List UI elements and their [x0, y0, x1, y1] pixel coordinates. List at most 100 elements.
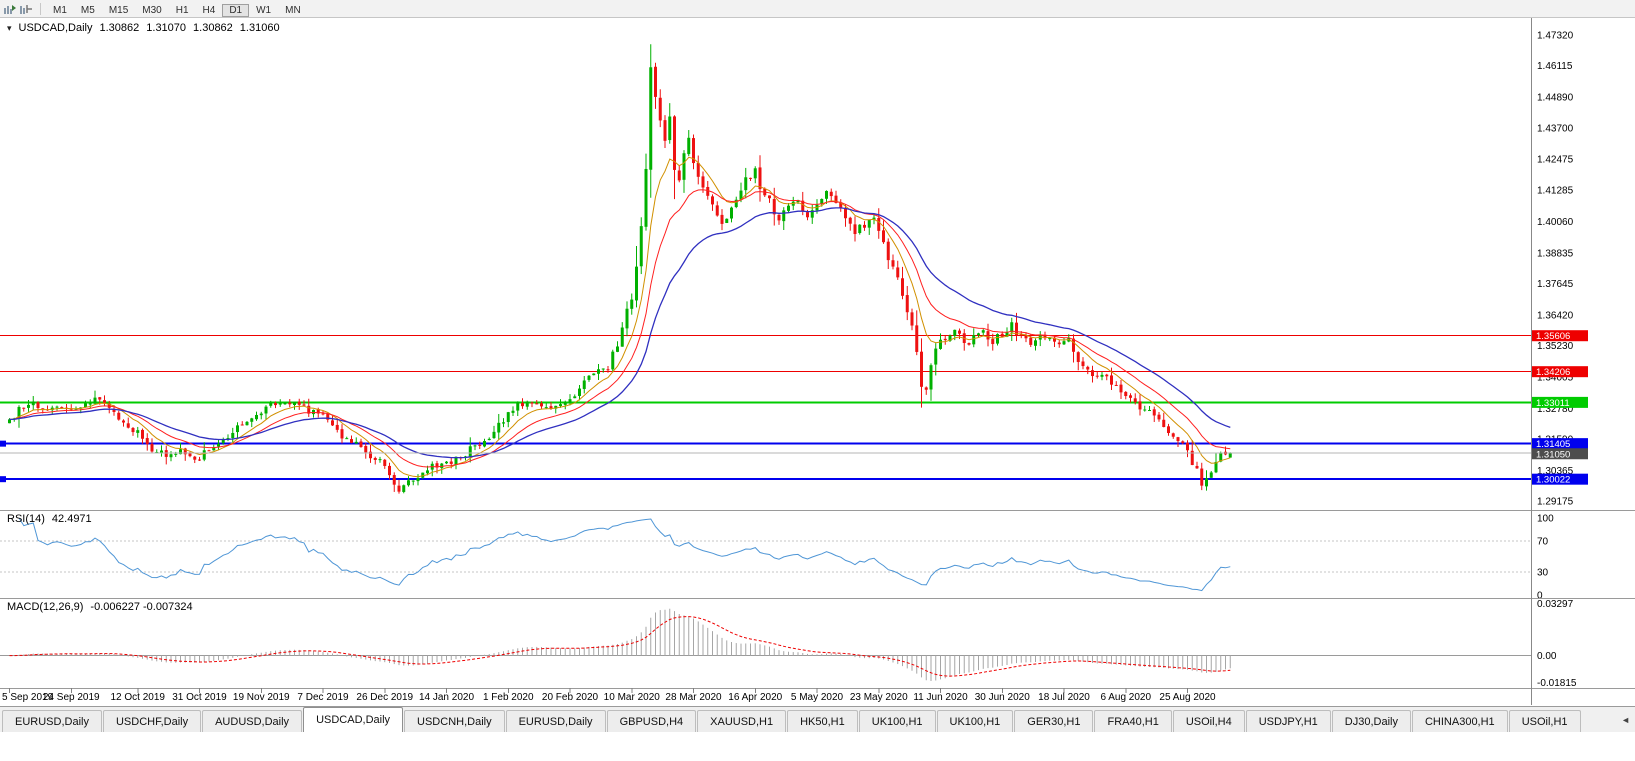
macd-histogram	[13, 608, 1231, 682]
chart-tab-0-eurusd-daily[interactable]: EURUSD,Daily	[2, 710, 102, 732]
chart-tab-14-usdjpy-h1[interactable]: USDJPY,H1	[1245, 710, 1331, 732]
ma-8-line	[9, 156, 1231, 478]
chart-tab-6-gbpusd-h4[interactable]: GBPUSD,H4	[606, 710, 697, 732]
price-level-label: 1.30022	[1536, 475, 1570, 486]
date-label: 24 Sep 2019	[43, 692, 100, 703]
price-tick-label: 1.42475	[1537, 155, 1574, 166]
macd-axis[interactable]: 0.03297 0.00 -0.01815	[1537, 599, 1577, 689]
rsi-axis-label: 0	[1537, 591, 1543, 602]
rsi-axis-label: 30	[1537, 567, 1549, 578]
chart-shift-icon[interactable]	[19, 2, 33, 16]
timeframe-button-h4[interactable]: H4	[202, 4, 216, 16]
timeframe-button-d1[interactable]: D1	[222, 3, 250, 17]
timeframe-button-m15[interactable]: M15	[108, 4, 129, 16]
macd-axis-label: 0.03297	[1537, 599, 1574, 610]
chart-tabs: EURUSD,Daily USDCHF,Daily AUDUSD,Daily USDC…	[2, 706, 1582, 732]
hline-anchor[interactable]	[0, 440, 6, 447]
chart-tab-11-ger30-h1[interactable]: GER30,H1	[1014, 710, 1094, 732]
date-label: 11 Jun 2020	[913, 692, 968, 703]
date-label: 5 Sep 2019	[2, 692, 54, 703]
price-level-label-bg	[1532, 448, 1588, 460]
date-label: 12 Oct 2019	[111, 692, 166, 703]
ma-16-line	[9, 189, 1231, 468]
price-axis[interactable]: 1.47320 1.46115 1.44890 1.43700 1.42475 1.412…	[1532, 30, 1588, 507]
date-label: 25 Aug 2020	[1159, 692, 1216, 703]
price-tick-label: 1.35230	[1537, 341, 1574, 352]
price-level-label: 1.35606	[1536, 331, 1570, 342]
chart-tab-1-usdchf-daily[interactable]: USDCHF,Daily	[102, 710, 202, 732]
hline-anchor[interactable]	[0, 476, 6, 483]
rsi-axis[interactable]: 100 70 30 0	[1537, 514, 1554, 602]
timeframe-button-m30[interactable]: M30	[142, 4, 162, 16]
chart-tab-3-usdcad-daily[interactable]: USDCAD,Daily	[303, 707, 404, 732]
price-level-label-bg	[1532, 473, 1588, 485]
price-tick-label: 1.30365	[1537, 466, 1574, 477]
chart-tab-9-uk100-h1[interactable]: UK100,H1	[858, 710, 936, 732]
timeframe-buttons: M1 M5 M15 M30 H1 H4 D1 W1 MN	[46, 0, 308, 18]
macd-indicator-name: MACD(12,26,9)	[7, 601, 84, 613]
chart-tab-bar: EURUSD,Daily USDCHF,Daily AUDUSD,Daily USDC…	[0, 706, 1635, 732]
chart-tab-4-usdcnh-daily[interactable]: USDCNH,Daily	[404, 710, 505, 732]
macd-signal-line	[9, 616, 1231, 677]
one-click-trading-icon[interactable]: ▾	[7, 23, 12, 33]
price-level-label: 1.31405	[1536, 439, 1570, 450]
price-level-label-bg	[1532, 396, 1588, 408]
chart-tab-17-usoil-h1[interactable]: USOil,H1	[1508, 710, 1581, 732]
date-label: 5 May 2020	[791, 692, 844, 703]
chart-tab-7-xauusd-h1[interactable]: XAUUSD,H1	[697, 710, 787, 732]
chart-tab-15-dj30-daily[interactable]: DJ30,Daily	[1331, 710, 1411, 732]
date-label: 31 Oct 2019	[172, 692, 227, 703]
price-level-label-bg	[1532, 366, 1588, 378]
chart-tab-13-usoil-h4[interactable]: USOil,H4	[1172, 710, 1245, 732]
ohlc-high: 1.31070	[146, 22, 187, 34]
timeframe-button-m1[interactable]: M1	[53, 4, 67, 16]
price-tick-label: 1.44890	[1537, 93, 1574, 104]
price-tick-label: 1.40060	[1537, 217, 1574, 228]
ohlc-low: 1.30862	[193, 22, 233, 34]
chart-tab-8-hk50-h1[interactable]: HK50,H1	[787, 710, 858, 732]
rsi-axis-label: 70	[1537, 537, 1549, 548]
symbol-period-label: USDCAD,Daily	[18, 22, 93, 34]
rsi-title: RSI(14) 42.4971	[7, 513, 99, 525]
date-label: 16 Apr 2020	[728, 692, 782, 703]
date-label: 7 Dec 2019	[297, 692, 349, 703]
candles-layer	[8, 44, 1232, 494]
price-tick-label: 1.32780	[1537, 404, 1574, 415]
macd-title: MACD(12,26,9) -0.006227 -0.007324	[7, 601, 200, 613]
ohlc-open: 1.30862	[99, 22, 140, 34]
date-label: 20 Feb 2020	[542, 692, 599, 703]
timeframe-button-m5[interactable]: M5	[80, 4, 95, 16]
macd-values: -0.006227 -0.007324	[90, 601, 193, 613]
ohlc-close: 1.31060	[239, 22, 280, 34]
chart-tab-2-audusd-daily[interactable]: AUDUSD,Daily	[202, 710, 303, 732]
date-label: 10 Mar 2020	[604, 692, 661, 703]
date-label: 1 Feb 2020	[483, 692, 534, 703]
rsi-axis-label: 100	[1537, 514, 1554, 525]
auto-scroll-icon[interactable]	[3, 2, 17, 16]
chart-canvas[interactable]: 1.47320 1.46115 1.44890 1.43700 1.42475 1.412…	[0, 18, 1635, 705]
chart-tab-12-fra40-h1[interactable]: FRA40,H1	[1094, 710, 1172, 732]
price-tick-label: 1.29175	[1537, 496, 1574, 507]
timeframe-button-mn[interactable]: MN	[285, 4, 301, 16]
chart-tab-16-china300-h1[interactable]: CHINA300,H1	[1411, 710, 1508, 732]
date-label: 30 Jun 2020	[975, 692, 1030, 703]
date-label: 23 May 2020	[850, 692, 908, 703]
ma-30-line	[9, 207, 1231, 459]
toolbar-separator	[40, 2, 41, 15]
price-tick-label: 1.46115	[1537, 61, 1573, 72]
chart-tab-10-uk100-h1[interactable]: UK100,H1	[936, 710, 1014, 732]
macd-axis-label: -0.01815	[1537, 678, 1577, 689]
tab-scroll-left-icon[interactable]: ◄	[1621, 715, 1630, 725]
macd-axis-label: 0.00	[1537, 651, 1557, 662]
price-level-label: 1.34206	[1536, 367, 1570, 378]
chart-tab-5-eurusd-daily[interactable]: EURUSD,Daily	[505, 710, 606, 732]
price-tick-label: 1.36420	[1537, 310, 1574, 321]
timeframe-button-w1[interactable]: W1	[256, 4, 272, 16]
chart-area[interactable]: 1.47320 1.46115 1.44890 1.43700 1.42475 1.412…	[0, 18, 1635, 705]
date-label: 14 Jan 2020	[419, 692, 474, 703]
price-level-label: 1.31050	[1536, 449, 1570, 460]
level-lines-layer[interactable]	[0, 335, 1531, 483]
timeframe-button-h1[interactable]: H1	[175, 4, 189, 16]
